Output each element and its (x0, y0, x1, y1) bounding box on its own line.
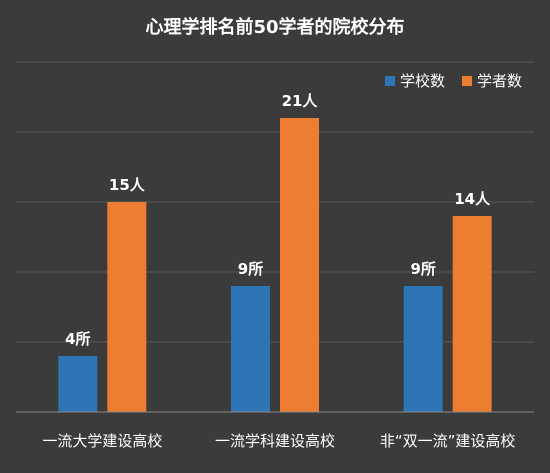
x-tick-label: 非“双一流”建设高校 (380, 432, 516, 450)
data-label: 14人 (454, 190, 491, 208)
bar-scholar-count (107, 202, 147, 412)
legend-label: 学校数 (400, 72, 445, 90)
bar-scholar-count (280, 118, 319, 412)
data-label: 4所 (65, 330, 90, 348)
x-tick-label: 一流学科建设高校 (215, 432, 335, 450)
x-axis: 一流大学建设高校 一流学科建设高校 非“双一流”建设高校 (16, 411, 534, 450)
legend-swatch (462, 76, 472, 86)
gridlines (16, 61, 534, 343)
chart-title: 心理学排名前50学者的院校分布 (145, 16, 404, 38)
bar-scholar-count (452, 216, 492, 412)
bar-school-count (403, 286, 443, 412)
legend-label: 学者数 (477, 72, 522, 90)
bar-school-count (231, 286, 270, 412)
data-labels: 4所 15人 9所 21人 9所 14人 (65, 92, 491, 348)
bars (58, 118, 492, 412)
data-label: 15人 (109, 176, 146, 194)
bar-school-count (58, 356, 98, 412)
data-label: 9所 (410, 260, 435, 278)
data-label: 9所 (238, 260, 263, 278)
legend-swatch (385, 76, 395, 86)
x-tick-label: 一流大学建设高校 (42, 432, 162, 450)
legend: 学校数 学者数 (385, 72, 522, 90)
data-label: 21人 (282, 92, 319, 110)
